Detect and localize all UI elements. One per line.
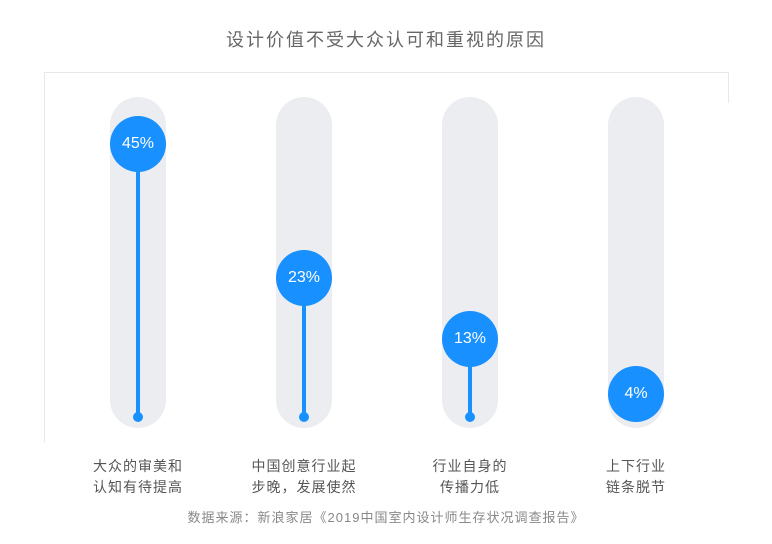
chart-frame: 45% 大众的审美和认知有待提高 23% 中国创意行业起步晚，发展使然 13% … <box>44 72 729 442</box>
value-bubble: 13% <box>442 311 498 367</box>
value-label: 23% <box>288 269 320 287</box>
value-label: 4% <box>624 385 647 403</box>
bar-base-dot <box>133 412 143 422</box>
category-label: 大众的审美和认知有待提高 <box>58 456 218 498</box>
category-label: 中国创意行业起步晚，发展使然 <box>224 456 384 498</box>
bar-base-dot <box>299 412 309 422</box>
bar-base-dot <box>465 412 475 422</box>
bar-column: 13% 行业自身的传播力低 <box>395 73 545 442</box>
bar-column: 45% 大众的审美和认知有待提高 <box>63 73 213 442</box>
bar-column: 4% 上下行业链条脱节 <box>561 73 711 442</box>
category-label: 上下行业链条脱节 <box>556 456 716 498</box>
chart-columns: 45% 大众的审美和认知有待提高 23% 中国创意行业起步晚，发展使然 13% … <box>45 73 729 442</box>
category-label: 行业自身的传播力低 <box>390 456 550 498</box>
chart-title: 设计价值不受大众认可和重视的原因 <box>0 0 772 52</box>
bar-stem <box>136 144 140 418</box>
value-label: 45% <box>122 135 154 153</box>
bar-column: 23% 中国创意行业起步晚，发展使然 <box>229 73 379 442</box>
value-bubble: 4% <box>608 366 664 422</box>
data-source: 数据来源：新浪家居《2019中国室内设计师生存状况调查报告》 <box>0 507 772 526</box>
value-bubble: 45% <box>110 116 166 172</box>
value-bubble: 23% <box>276 250 332 306</box>
value-label: 13% <box>454 330 486 348</box>
